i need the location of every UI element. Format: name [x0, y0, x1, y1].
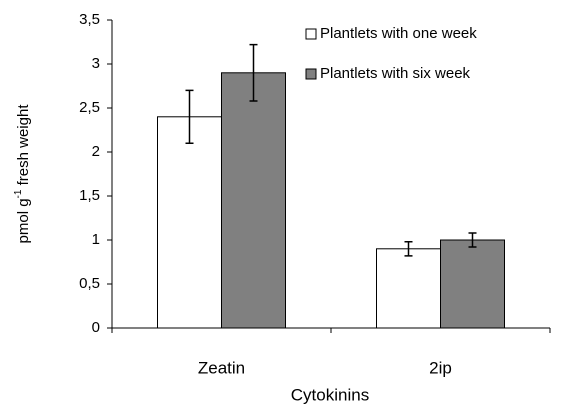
error-bar [185, 89, 194, 144]
y-tick-label: 0 [92, 319, 100, 336]
x-tick-label: 2ip [429, 358, 452, 377]
bar [376, 248, 441, 329]
y-axis-title-superscript: -1 [13, 189, 24, 198]
y-tick-label: 0,5 [79, 275, 100, 292]
y-axis-title: pmol g-1 fresh weight [13, 104, 32, 244]
y-tick-label: 1,5 [79, 187, 100, 204]
y-axis-title-part: fresh weight [15, 104, 32, 190]
error-bar [468, 232, 477, 248]
error-bar [404, 241, 413, 257]
y-tick-label: 1 [92, 231, 100, 248]
bar [440, 239, 505, 329]
y-tick-label: 3 [92, 55, 100, 72]
y-tick-label: 3,5 [79, 11, 100, 28]
x-tick-label: Zeatin [198, 358, 245, 377]
bar [157, 116, 222, 329]
y-tick-label: 2,5 [79, 99, 100, 116]
y-tick-label: 2 [92, 143, 100, 160]
legend-swatch [305, 28, 317, 40]
bar [221, 72, 286, 329]
legend-label: Plantlets with six week [320, 65, 471, 82]
x-axis-title: Cytokinins [291, 385, 369, 404]
y-axis-title-part: pmol g [15, 198, 32, 243]
legend-label: Plantlets with one week [320, 25, 477, 42]
legend-swatch [305, 68, 317, 80]
error-bar [249, 43, 258, 102]
